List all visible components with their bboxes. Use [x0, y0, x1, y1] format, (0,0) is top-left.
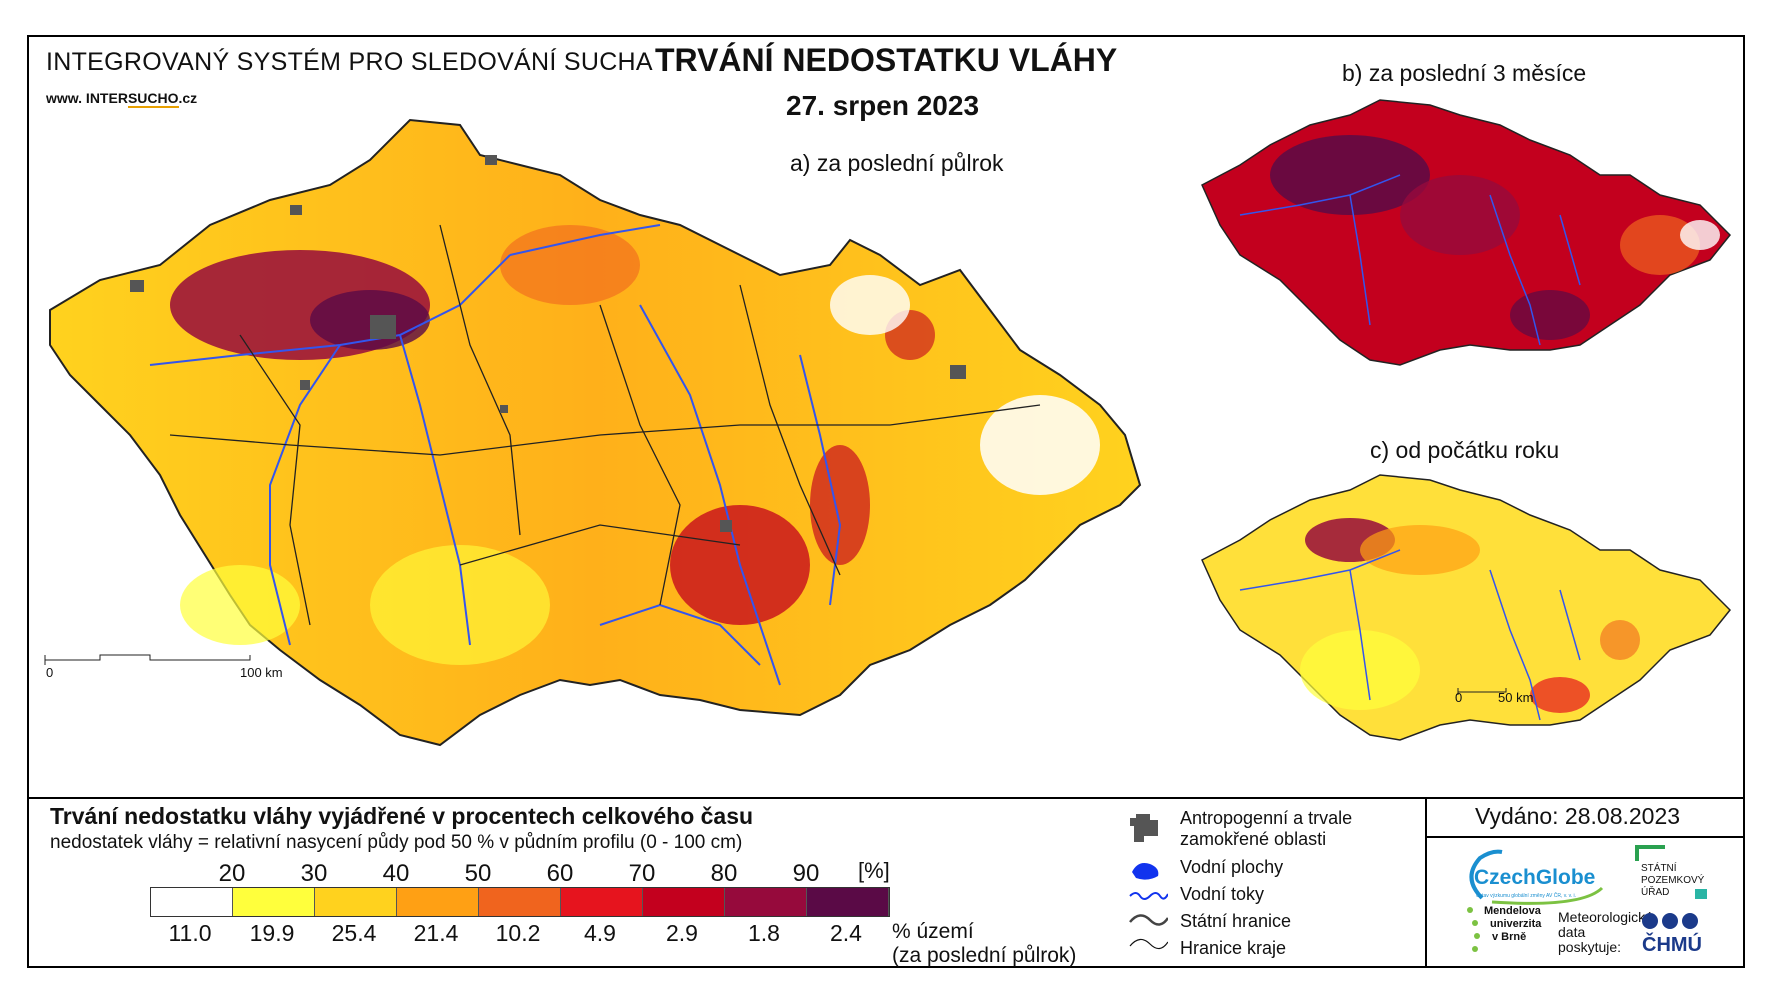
map-b-label: b) za poslední 3 měsíce: [1342, 60, 1587, 86]
map-a-half-year: [44, 118, 1142, 747]
legend-title: Trvání nedostatku vláhy vyjádřené v proc…: [50, 803, 754, 829]
color-scale-segment: [643, 888, 725, 916]
area-value: 1.8: [748, 920, 780, 946]
area-value: 2.9: [666, 920, 698, 946]
legend-water-courses: Vodní toky: [1180, 884, 1265, 904]
website-suffix: .cz: [178, 90, 198, 106]
scale-bc-zero: 0: [1455, 690, 1463, 705]
threshold-label: 20: [218, 860, 246, 887]
spu-mark-icon: [1635, 845, 1665, 861]
legend-separator: [27, 797, 1745, 799]
chmu-name: ČHMÚ: [1642, 934, 1702, 956]
spu-logo: STÁTNÍ POZEMKOVÝ ÚŘAD: [1635, 845, 1707, 899]
report-date: 27. srpen 2023: [786, 90, 980, 121]
color-scale-segment: [397, 888, 479, 916]
color-scale-segment: [807, 888, 889, 916]
legend-water-bodies: Vodní plochy: [1180, 857, 1284, 877]
anthropogenic-areas: [130, 155, 966, 532]
mendel-line2: univerzita: [1490, 918, 1542, 930]
water-body-icon: [1132, 863, 1159, 880]
main-title: TRVÁNÍ NEDOSTATKU VLÁHY: [655, 42, 1118, 78]
threshold-label: 90: [792, 860, 820, 887]
meteo-line1: Meteorologická: [1558, 909, 1653, 925]
chmu-mark-icon: [1642, 913, 1698, 929]
legend-state-border: Státní hranice: [1180, 911, 1292, 931]
czechglobe-logo: CzechGlobe Ústav výzkumu globální změny …: [1462, 848, 1612, 910]
spu-line1: STÁTNÍ: [1641, 863, 1677, 874]
state-border-icon: [1129, 914, 1168, 926]
threshold-label: 50: [464, 860, 492, 887]
area-value: 25.4: [331, 920, 377, 946]
meteo-line2: data: [1558, 924, 1586, 940]
water-course-icon: [1129, 892, 1168, 900]
area-value: 2.4: [830, 920, 862, 946]
area-value: 19.9: [249, 920, 295, 946]
scale-bc-end: 50 km: [1498, 690, 1534, 705]
legend-anthropogenic-line1: Antropogenní a trvale: [1180, 808, 1353, 828]
map-c-since-year-start: [1201, 474, 1732, 741]
area-value: 21.4: [413, 920, 459, 946]
region-border-icon: [1129, 938, 1168, 950]
website-brand: SUCHO: [127, 90, 179, 108]
map-c-label: c) od počátku roku: [1370, 437, 1560, 463]
system-title: INTEGROVANÝ SYSTÉM PRO SLEDOVÁNÍ SUCHA: [46, 48, 653, 76]
meteo-data-provider: Meteorologická data poskytuje:: [1558, 910, 1653, 955]
area-caption-line1: % území: [892, 920, 974, 943]
color-scale-segment: [315, 888, 397, 916]
legend-unit: [%]: [858, 858, 890, 883]
issued-date: Vydáno: 28.08.2023: [1475, 803, 1681, 829]
area-value: 10.2: [495, 920, 541, 946]
legend-anthropogenic-line2: zamokřené oblasti: [1180, 829, 1327, 849]
czechglobe-swoosh-icon: [1469, 849, 1604, 905]
legend-subtitle: nedostatek vláhy = relativní nasycení pů…: [50, 832, 743, 853]
color-scale-segment: [233, 888, 315, 916]
threshold-label: 60: [546, 860, 574, 887]
region-borders: [169, 224, 1041, 626]
website-link[interactable]: www. INTERSUCHO.cz: [46, 90, 198, 108]
mendel-line1: Mendelova: [1484, 905, 1541, 917]
threshold-label: 40: [382, 860, 410, 887]
legend-region-border: Hranice kraje: [1180, 938, 1287, 958]
spu-line2: POZEMKOVÝ: [1641, 875, 1705, 886]
color-scale-segment: [561, 888, 643, 916]
threshold-label: 80: [710, 860, 738, 887]
czechglobe-subtitle: Ústav výzkumu globální změny AV ČR, v. v…: [1476, 893, 1577, 899]
legend-anthropogenic: Antropogenní a trvale zamokřené oblasti: [1180, 808, 1352, 850]
mendel-line3: v Brně: [1492, 931, 1527, 943]
color-scale-segment: [479, 888, 561, 916]
spu-line3: ÚŘAD: [1641, 887, 1670, 898]
map-b-three-months: [1201, 99, 1732, 366]
area-caption-line2: (za poslední půlrok): [892, 944, 1077, 967]
scale-bar-bc: [1457, 688, 1507, 695]
color-scale-segment: [725, 888, 807, 916]
threshold-label: 30: [300, 860, 328, 887]
threshold-label: 70: [628, 860, 656, 887]
symbol-legend-icons: [1129, 814, 1168, 950]
meteo-line3: poskytuje:: [1558, 939, 1622, 955]
map-a-label: a) za poslední půlrok: [790, 150, 1004, 176]
mendel-dots-icon: [1467, 907, 1480, 952]
footer-horizontal-separator: [1425, 836, 1745, 838]
scale-bar-a: [44, 654, 251, 665]
area-value: 4.9: [584, 920, 616, 946]
map-frame: [27, 35, 1745, 968]
color-scale-segment: [151, 888, 233, 916]
anthropogenic-area-icon: [1130, 814, 1158, 842]
czechia-outline: [49, 118, 1142, 747]
scale-a-zero: 0: [46, 665, 54, 680]
scale-a-end: 100 km: [240, 665, 283, 680]
area-value: 11.0: [168, 920, 212, 946]
mendel-university-logo: Mendelova univerzita v Brně: [1467, 905, 1542, 952]
czechglobe-name: CzechGlobe: [1474, 866, 1596, 889]
website-prefix: www. INTER: [46, 90, 128, 106]
color-scale-bar: [150, 887, 890, 917]
area-caption: % území (za poslední půlrok): [892, 920, 1076, 968]
footer-vertical-separator: [1425, 797, 1427, 968]
